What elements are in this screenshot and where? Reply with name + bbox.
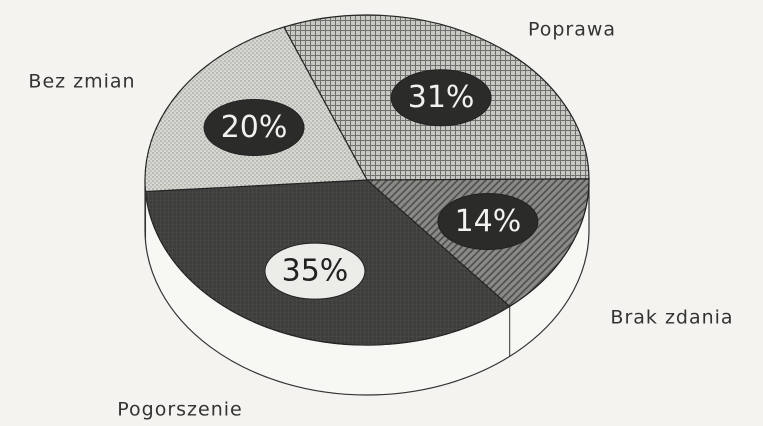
category-label: Bez zmian	[28, 71, 135, 93]
value-label-bg	[390, 69, 492, 127]
value-label: 31%	[408, 80, 475, 115]
category-label: Poprawa	[528, 19, 616, 41]
value-label-bg	[437, 193, 539, 251]
value-label: 20%	[221, 110, 288, 145]
value-label: 35%	[282, 254, 349, 289]
category-label: Brak zdania	[610, 307, 733, 329]
value-label: 14%	[455, 204, 522, 239]
category-label: Pogorszenie	[117, 399, 242, 421]
value-label-bg	[203, 99, 305, 157]
value-label-bg	[264, 242, 366, 300]
